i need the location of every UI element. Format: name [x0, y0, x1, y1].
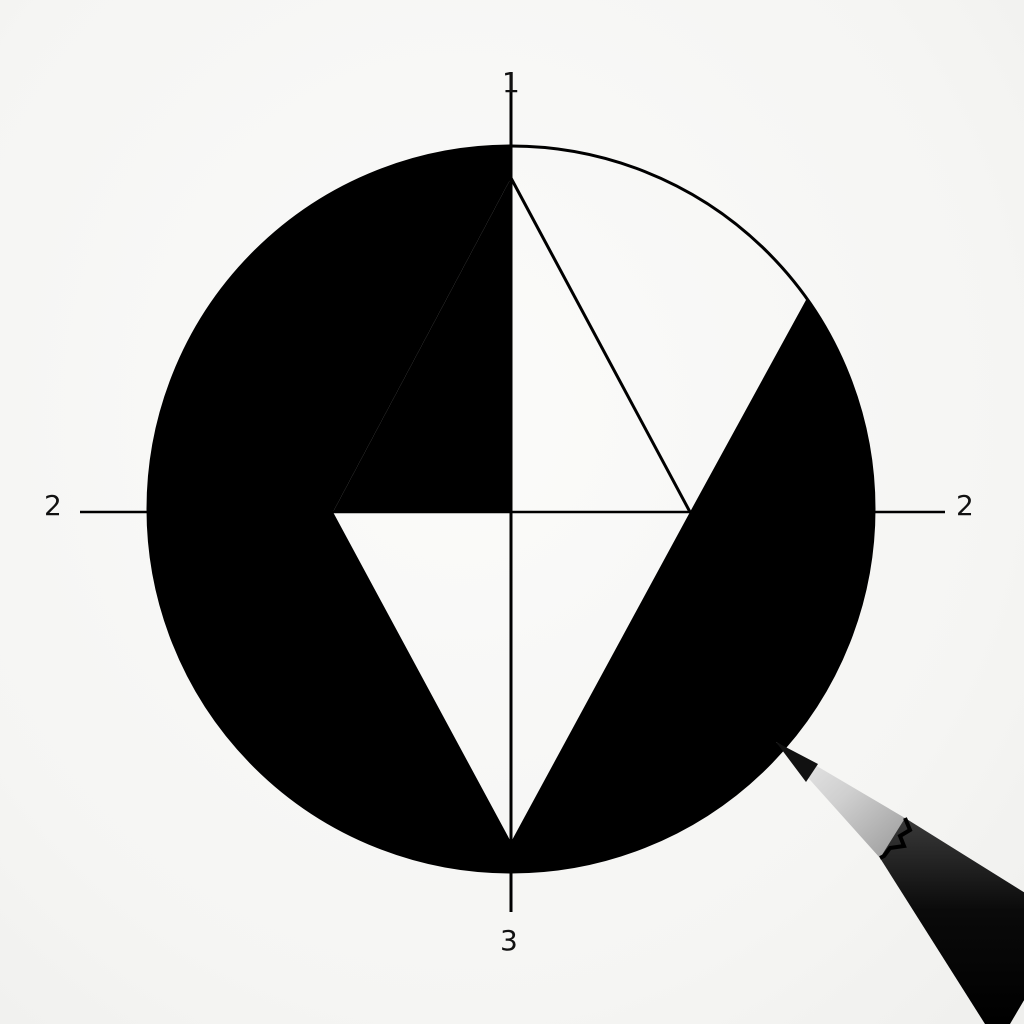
label-bottom: 3: [500, 924, 518, 957]
pencil-paint-edge: [879, 817, 913, 860]
diamond-upper-right-edge: [509, 177, 692, 513]
upper-left-black-triangle: [333, 178, 511, 512]
label-left: 2: [44, 489, 62, 522]
diamond-lines: [509, 177, 692, 513]
pencil-graphite-tip: [776, 742, 818, 782]
label-right: 2: [956, 489, 974, 522]
label-top: 1: [502, 66, 520, 99]
pencil-icon: [776, 742, 1024, 1024]
pencil-body: [880, 818, 1024, 1024]
